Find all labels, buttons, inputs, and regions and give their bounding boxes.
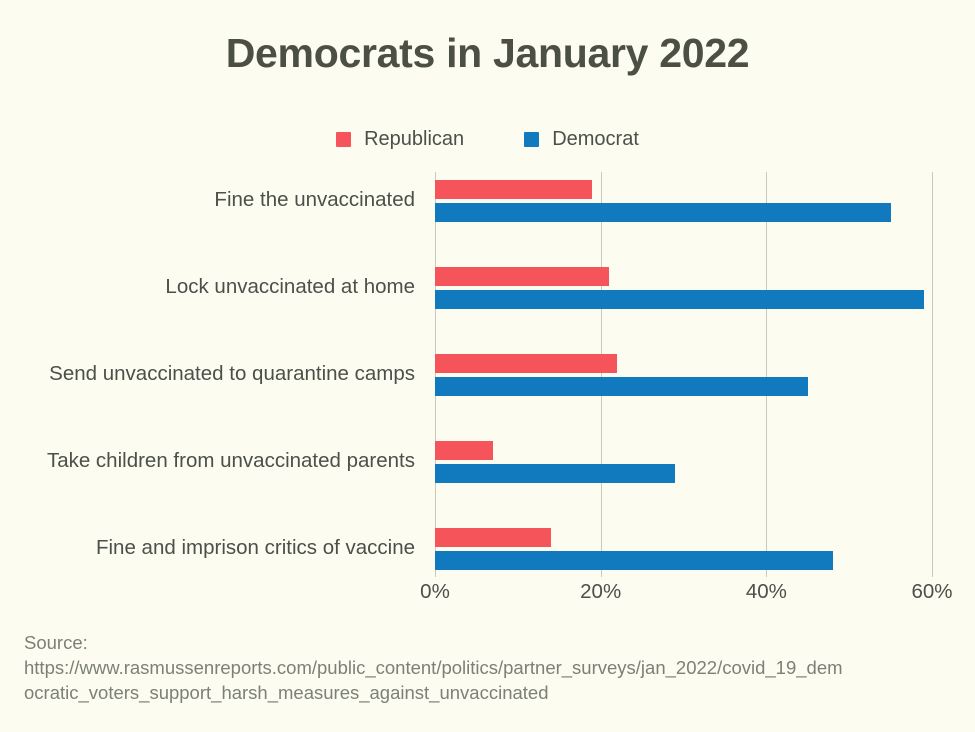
x-tick-label: 0% (420, 580, 450, 603)
legend-label: Republican (364, 128, 465, 150)
bar-republican[interactable] (435, 267, 609, 286)
legend-label: Democrat (552, 128, 639, 150)
category-label: Take children from unvaccinated parents (46, 449, 415, 472)
category-label: Send unvaccinated to quarantine camps (49, 362, 415, 385)
chart-legend: Republican Democrat (0, 128, 975, 151)
bar-republican[interactable] (435, 441, 493, 460)
x-tick-label: 20% (580, 580, 622, 603)
category-label: Lock unvaccinated at home (165, 275, 415, 298)
bar-democrat[interactable] (435, 464, 676, 483)
square-swatch-icon (524, 132, 540, 147)
bar-republican[interactable] (435, 528, 551, 547)
bar-democrat[interactable] (435, 203, 891, 222)
gridline (435, 172, 436, 577)
source-label: Source: (24, 632, 88, 653)
legend-item-democrat[interactable]: Democrat (524, 128, 639, 151)
source-note: Source: https://www.rasmussenreports.com… (24, 630, 954, 705)
gridline (600, 172, 602, 577)
x-tick-label: 40% (745, 580, 787, 603)
plot-area (435, 172, 933, 577)
legend-item-republican[interactable]: Republican (336, 128, 464, 151)
bar-group (435, 522, 932, 570)
gridline (932, 172, 933, 577)
category-label: Fine the unvaccinated (214, 188, 415, 211)
bar-democrat[interactable] (435, 551, 833, 570)
bar-group (435, 261, 932, 309)
bar-group (435, 348, 932, 396)
square-swatch-icon (336, 132, 352, 147)
bar-group (435, 174, 932, 222)
bar-republican[interactable] (435, 354, 618, 373)
category-axis-labels: Fine the unvaccinated Lock unvaccinated a… (0, 172, 415, 577)
bar-democrat[interactable] (435, 290, 924, 309)
source-url-line-2: ocratic_voters_support_harsh_measures_ag… (24, 682, 549, 703)
source-url-line-1: https://www.rasmussenreports.com/public_… (24, 657, 843, 678)
page-title: Democrats in January 2022 (225, 30, 750, 76)
bar-republican[interactable] (435, 180, 593, 199)
gridline (766, 172, 768, 577)
category-label: Fine and imprison critics of vaccine (95, 536, 415, 559)
bar-democrat[interactable] (435, 377, 808, 396)
x-axis-tick-labels: 0% 20% 40% 60% (420, 580, 952, 608)
bar-group (435, 435, 932, 483)
x-tick-label: 60% (911, 580, 953, 603)
